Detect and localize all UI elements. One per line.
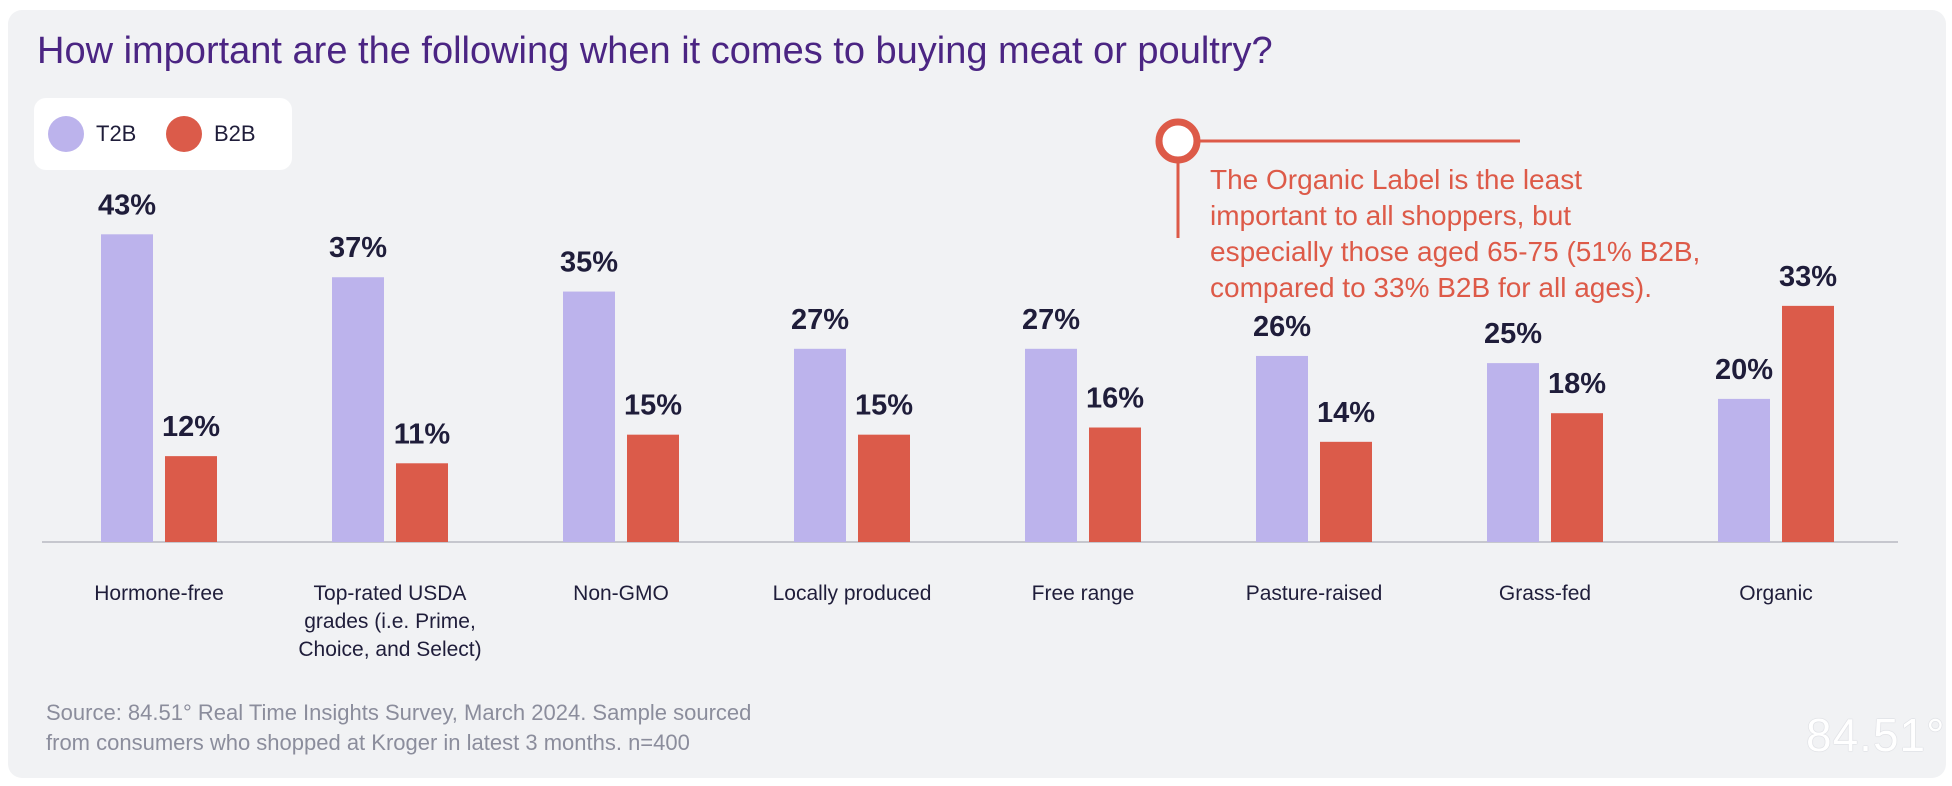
legend-swatch-t2b (48, 116, 84, 152)
data-label-b2b: 12% (162, 411, 220, 443)
bar-t2b (1256, 355, 1308, 542)
category-tick-line: grades (i.e. Prime, (304, 610, 476, 633)
data-label-t2b: 27% (1022, 304, 1080, 336)
bar-t2b (563, 291, 615, 542)
category-tick-line: Choice, and Select) (298, 638, 481, 661)
category-tick-line: Locally produced (773, 582, 932, 605)
source-note: Source: 84.51° Real Time Insights Survey… (46, 698, 751, 758)
source-line-2: from consumers who shopped at Kroger in … (46, 730, 690, 755)
data-label-t2b: 43% (98, 189, 156, 221)
category-tick-label: Non-GMO (573, 582, 669, 605)
legend-label-b2b: B2B (214, 121, 256, 146)
bar-b2b (627, 434, 679, 542)
category-tick-line: Non-GMO (573, 582, 669, 605)
data-label-t2b: 20% (1715, 354, 1773, 386)
data-label-b2b: 18% (1548, 368, 1606, 400)
legend: T2B B2B (34, 98, 292, 170)
data-label-t2b: 27% (791, 304, 849, 336)
callout-line: especially those aged 65-75 (51% B2B, (1210, 236, 1701, 267)
bar-b2b (858, 434, 910, 542)
chart-panel (8, 10, 1946, 778)
category-tick-line: Top-rated USDA (314, 582, 467, 605)
bar-b2b (396, 463, 448, 542)
category-tick-line: Grass-fed (1499, 582, 1591, 605)
bar-t2b (1718, 398, 1770, 542)
category-tick-line: Organic (1739, 582, 1813, 605)
bar-t2b (1487, 363, 1539, 542)
bar-t2b (101, 234, 153, 543)
legend-item-t2b: T2B (48, 98, 136, 170)
ticks-group: Hormone-free Top-rated USDA grades (i.e. P… (94, 582, 1813, 661)
category-tick-label: Locally produced (773, 582, 932, 605)
data-label-t2b: 25% (1484, 318, 1542, 350)
data-label-b2b: 15% (855, 390, 913, 422)
data-label-b2b: 15% (624, 390, 682, 422)
category-tick-label: Grass-fed (1499, 582, 1591, 605)
bar-b2b (1089, 427, 1141, 542)
bar-b2b (1782, 305, 1834, 542)
legend-item-b2b: B2B (166, 98, 256, 170)
data-label-t2b: 37% (329, 232, 387, 264)
brand-logo: 84.51° (1806, 709, 1946, 761)
category-tick-line: Hormone-free (94, 582, 224, 605)
category-tick-line: Pasture-raised (1246, 582, 1383, 605)
bars-group (101, 234, 1834, 543)
legend-label-t2b: T2B (96, 121, 137, 146)
callout-marker (1155, 118, 1520, 238)
callout-text: The Organic Label is the least important… (1210, 162, 1770, 306)
data-label-t2b: 35% (560, 247, 618, 279)
category-tick-label: Free range (1032, 582, 1135, 605)
bar-b2b (165, 456, 217, 542)
bar-t2b (1025, 348, 1077, 542)
labels-group: 43% 12% 37% 11% 35% 15% 27% 15% 27% 16% 26% 14% 25%1… (98, 189, 1837, 450)
category-tick-label: Hormone-free (94, 582, 224, 605)
callout-circle-icon (1155, 118, 1201, 164)
category-tick-label: Organic (1739, 582, 1813, 605)
category-tick-label: Top-rated USDA grades (i.e. Prime, Choice,… (298, 582, 481, 661)
data-label-b2b: 33% (1779, 261, 1837, 293)
bar-b2b (1551, 413, 1603, 542)
callout-line: The Organic Label is the least (1210, 164, 1582, 195)
bar-t2b (794, 348, 846, 542)
category-tick-label: Pasture-raised (1246, 582, 1383, 605)
callout-line: compared to 33% B2B for all ages). (1210, 272, 1653, 303)
data-label-b2b: 11% (394, 418, 451, 450)
chart-title: How important are the following when it … (37, 30, 1273, 72)
category-tick-line: Free range (1032, 582, 1135, 605)
bar-b2b (1320, 441, 1372, 542)
data-label-b2b: 14% (1317, 397, 1375, 429)
data-label-b2b: 16% (1086, 383, 1144, 415)
data-label-t2b: 26% (1253, 311, 1311, 343)
bar-t2b (332, 277, 384, 542)
source-line-1: Source: 84.51° Real Time Insights Survey… (46, 700, 752, 725)
legend-swatch-b2b (166, 116, 202, 152)
callout-line: important to all shoppers, but (1210, 200, 1572, 231)
